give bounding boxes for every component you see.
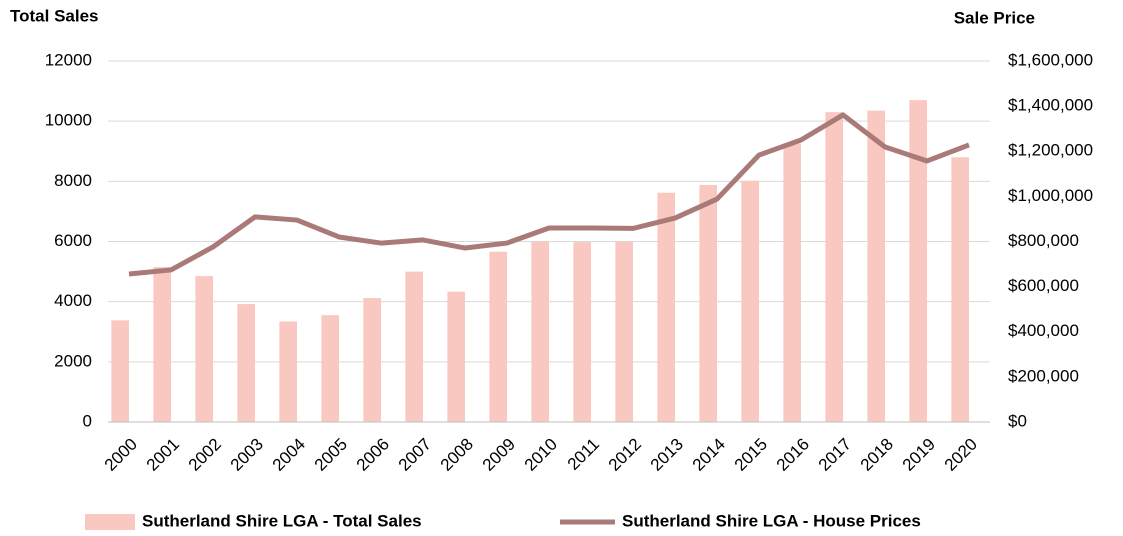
x-tick-label: 2010 <box>521 435 561 475</box>
x-tick-label: 2015 <box>731 435 771 475</box>
y-tick-label: 8000 <box>54 171 92 190</box>
bar <box>657 192 675 422</box>
bar <box>363 298 381 422</box>
bar <box>699 184 717 422</box>
y2-tick-label: $1,600,000 <box>1008 50 1093 69</box>
x-tick-label: 2012 <box>605 435 645 475</box>
bar <box>321 315 339 422</box>
y2-tick-label: $800,000 <box>1008 231 1079 250</box>
y2-tick-label: $1,200,000 <box>1008 141 1093 160</box>
y2-tick-label: $1,000,000 <box>1008 186 1093 205</box>
y2-tick-label: $600,000 <box>1008 276 1079 295</box>
bar <box>783 143 801 422</box>
bar <box>279 321 297 422</box>
y2-tick-label: $1,400,000 <box>1008 96 1093 115</box>
bar <box>447 291 465 422</box>
x-tick-label: 2005 <box>311 435 351 475</box>
bar <box>405 271 423 422</box>
line <box>128 112 970 277</box>
x-tick-label: 2002 <box>185 435 225 475</box>
x-tick-label: 2003 <box>227 435 267 475</box>
x-tick-label: 2018 <box>857 435 897 475</box>
bar <box>153 267 171 422</box>
y2-tick-label: $200,000 <box>1008 366 1079 385</box>
x-tick-label: 2008 <box>437 435 477 475</box>
x-tick-label: 2007 <box>395 435 435 475</box>
bar <box>237 304 255 422</box>
bar <box>867 110 885 422</box>
y-tick-label: 10000 <box>45 111 92 130</box>
x-tick-label: 2019 <box>899 435 939 475</box>
y2-tick-label: $0 <box>1008 411 1027 430</box>
y-axis-title: Total Sales <box>10 6 99 25</box>
bar <box>531 241 549 422</box>
bar <box>615 241 633 422</box>
x-tick-label: 2009 <box>479 435 519 475</box>
y-tick-label: 6000 <box>54 231 92 250</box>
bar <box>195 276 213 422</box>
y-tick-label: 12000 <box>45 50 92 69</box>
x-tick-label: 2016 <box>773 435 813 475</box>
bar <box>111 320 129 422</box>
y2-axis-title: Sale Price <box>954 8 1035 27</box>
x-tick-label: 2006 <box>353 435 393 475</box>
y-tick-label: 4000 <box>54 291 92 310</box>
x-tick-label: 2000 <box>101 435 141 475</box>
x-tick-label: 2013 <box>647 435 687 475</box>
legend-label: Sutherland Shire LGA - House Prices <box>622 511 921 530</box>
legend-swatch <box>85 514 135 530</box>
y2-tick-label: $400,000 <box>1008 321 1079 340</box>
bar <box>825 112 843 423</box>
y-tick-label: 0 <box>83 411 92 430</box>
x-tick-label: 2001 <box>143 435 183 475</box>
bar <box>909 100 927 422</box>
x-tick-label: 2017 <box>815 435 855 475</box>
bar <box>951 157 969 422</box>
bar <box>573 242 591 422</box>
y-tick-label: 2000 <box>54 351 92 370</box>
x-tick-label: 2011 <box>564 435 603 474</box>
x-tick-label: 2014 <box>689 435 729 475</box>
bar <box>489 251 507 422</box>
bar <box>741 180 759 422</box>
x-tick-label: 2004 <box>269 435 309 475</box>
x-tick-label: 2020 <box>941 435 981 475</box>
legend-label: Sutherland Shire LGA - Total Sales <box>142 511 422 530</box>
